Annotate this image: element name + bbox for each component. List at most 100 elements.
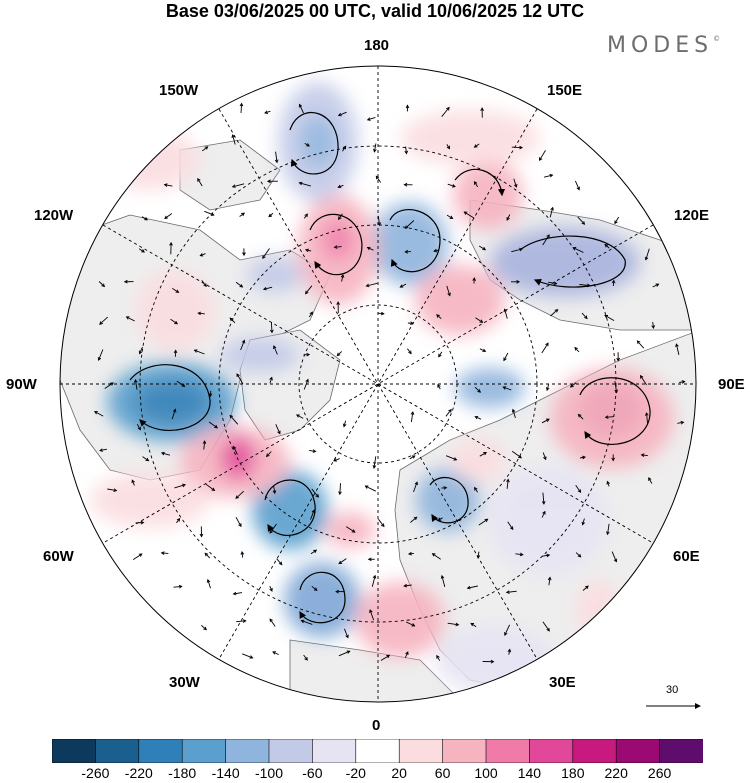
wind-vector xyxy=(343,628,349,638)
wind-vector-head xyxy=(490,659,495,664)
wind-vector-head xyxy=(405,651,409,656)
wind-vector xyxy=(233,592,243,595)
anomaly-negative xyxy=(284,562,360,638)
wind-vector xyxy=(550,309,558,317)
wind-vector-head xyxy=(273,345,277,350)
wind-vector xyxy=(512,409,516,419)
wind-vector-head xyxy=(503,308,508,313)
wind-vector-head xyxy=(238,523,242,528)
wind-vector-head xyxy=(270,329,274,334)
wind-vector-head xyxy=(312,449,317,453)
wind-vector xyxy=(506,590,517,593)
wind-vector xyxy=(201,625,207,631)
wind-vector xyxy=(241,551,244,558)
wind-vector xyxy=(367,247,374,251)
wind-vector xyxy=(377,312,384,315)
wind-vector-head xyxy=(138,350,143,355)
wind-vector-head xyxy=(269,618,273,623)
wind-vector-head xyxy=(337,112,342,117)
wind-vector-head xyxy=(466,585,471,590)
wind-vector xyxy=(539,150,546,161)
wind-vector xyxy=(366,282,378,287)
wind-vector xyxy=(474,386,481,393)
wind-vector-head xyxy=(138,553,143,557)
wind-vector xyxy=(646,412,649,425)
lon-label-60w: 60W xyxy=(43,548,74,565)
wind-vector xyxy=(94,411,104,417)
wind-vector-head xyxy=(336,352,341,357)
wind-vector xyxy=(441,575,446,588)
wind-vector xyxy=(303,379,309,390)
wind-vector xyxy=(305,285,313,294)
colorbar-swatch xyxy=(572,739,617,763)
wind-vector-head xyxy=(372,465,377,469)
wind-vector xyxy=(542,621,550,632)
wind-vector xyxy=(172,288,179,293)
wind-vector xyxy=(575,484,581,493)
wind-vector xyxy=(436,655,441,661)
wind-vector xyxy=(232,134,236,145)
wind-vector-head xyxy=(182,483,187,488)
colorbar-tick: 60 xyxy=(434,765,451,781)
anomaly-positive xyxy=(453,160,523,230)
wind-vector xyxy=(338,650,350,657)
wind-vector-head xyxy=(241,339,246,344)
wind-vector xyxy=(236,373,244,385)
wind-vector xyxy=(413,482,418,493)
wind-vector-head xyxy=(211,487,216,492)
wind-vector-head xyxy=(585,585,589,590)
wind-vector xyxy=(365,485,376,492)
wind-vector-head xyxy=(473,181,478,185)
wind-vector xyxy=(611,551,617,562)
wind-vector-head xyxy=(404,249,409,254)
wind-vector-head xyxy=(584,315,588,320)
wind-vector xyxy=(208,421,218,429)
wind-vector xyxy=(410,516,417,523)
wind-vector xyxy=(203,441,206,450)
wind-vector xyxy=(339,483,341,495)
wind-vector xyxy=(310,509,315,520)
wind-vector-head xyxy=(477,389,482,393)
lon-label-150e: 150E xyxy=(547,82,583,99)
wind-vector xyxy=(582,518,585,525)
wind-vector-head xyxy=(413,516,418,521)
wind-vector-head xyxy=(581,221,586,225)
wind-vector xyxy=(504,624,511,636)
wind-vector-head xyxy=(306,143,311,147)
wind-vector xyxy=(470,623,477,628)
colorbar-swatch xyxy=(181,739,227,763)
wind-vector xyxy=(400,283,407,288)
wind-vector-head xyxy=(550,206,554,211)
wind-vector xyxy=(640,375,647,386)
wind-vector-head xyxy=(365,283,370,288)
wind-vector-head xyxy=(337,184,342,189)
wind-vector xyxy=(263,286,273,290)
colorbar-tick: -20 xyxy=(345,765,366,781)
wind-vector xyxy=(276,558,283,565)
wind-vector-head xyxy=(436,314,440,318)
wind-vector-head xyxy=(140,520,145,525)
wind-vector-head xyxy=(345,634,349,639)
modes-logo: MODES© xyxy=(607,33,720,58)
wind-vector xyxy=(232,183,245,188)
wind-vector xyxy=(164,213,173,219)
wind-vector xyxy=(171,409,176,420)
wind-vector xyxy=(272,651,279,656)
wind-vector-head xyxy=(545,387,550,392)
lon-label-top: 180 xyxy=(364,37,390,54)
wind-vector-head xyxy=(298,181,303,186)
wind-vector-head xyxy=(410,411,415,415)
wind-vector-head xyxy=(546,234,550,239)
wind-vector-head xyxy=(675,343,679,348)
wind-vector xyxy=(204,552,211,559)
wind-vector-head xyxy=(304,248,310,253)
anomaly-positive xyxy=(400,110,540,166)
wind-vector-head xyxy=(197,311,202,316)
wind-vector-head xyxy=(241,212,245,217)
colorbar-tick: -260 xyxy=(81,765,110,781)
wind-vector xyxy=(202,146,208,152)
wind-vector xyxy=(142,456,149,462)
colorbar-swatch xyxy=(485,739,531,763)
wind-vector-head xyxy=(313,587,318,592)
anomaly-negative xyxy=(247,257,303,293)
